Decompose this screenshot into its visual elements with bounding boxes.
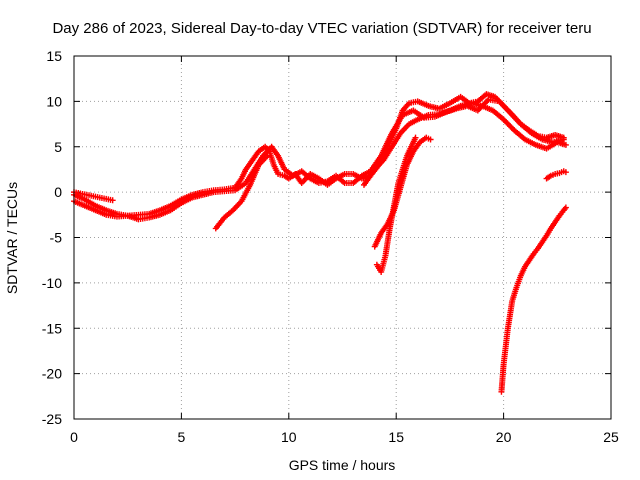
data-point [109, 197, 116, 204]
y-tick-label: -5 [50, 230, 63, 246]
data-points [71, 91, 569, 395]
y-tick-label: -15 [42, 320, 62, 336]
data-point [562, 169, 569, 176]
plot-frame [73, 55, 612, 420]
y-tick-label: 15 [46, 48, 62, 64]
series-trace-6 [371, 134, 434, 250]
y-tick-label: -10 [42, 275, 62, 291]
x-tick-label: 20 [496, 429, 512, 445]
series-trace-2 [71, 96, 567, 223]
x-tick-label: 10 [281, 429, 297, 445]
axis-ticks: 0 5 10 15 20 25 -25 -20 -15 -10 -5 0 5 10 15 [42, 48, 619, 445]
y-tick-label: 0 [54, 184, 62, 200]
series-trace-4 [212, 152, 271, 232]
data-point [264, 152, 271, 159]
data-point [562, 141, 569, 148]
chart-title: Day 286 of 2023, Sidereal Day-to-day VTE… [52, 20, 591, 37]
series-trace-7 [373, 134, 419, 275]
series-trace-5 [360, 100, 569, 188]
x-axis-label: GPS time / hours [289, 457, 396, 473]
data-point [427, 136, 434, 143]
y-axis-label: SDTVAR / TECUs [4, 182, 20, 294]
y-tick-label: 5 [54, 139, 62, 155]
data-point [412, 134, 419, 141]
data-point [562, 204, 569, 211]
x-tick-label: 0 [70, 429, 78, 445]
y-tick-label: -25 [42, 411, 62, 427]
x-tick-label: 5 [178, 429, 186, 445]
x-tick-label: 15 [388, 429, 404, 445]
grid-lines [74, 56, 611, 419]
y-tick-label: 10 [46, 93, 62, 109]
series-trace-9 [543, 168, 569, 182]
x-tick-label: 25 [603, 429, 619, 445]
series-trace-8 [498, 204, 569, 395]
y-tick-label: -20 [42, 366, 62, 382]
